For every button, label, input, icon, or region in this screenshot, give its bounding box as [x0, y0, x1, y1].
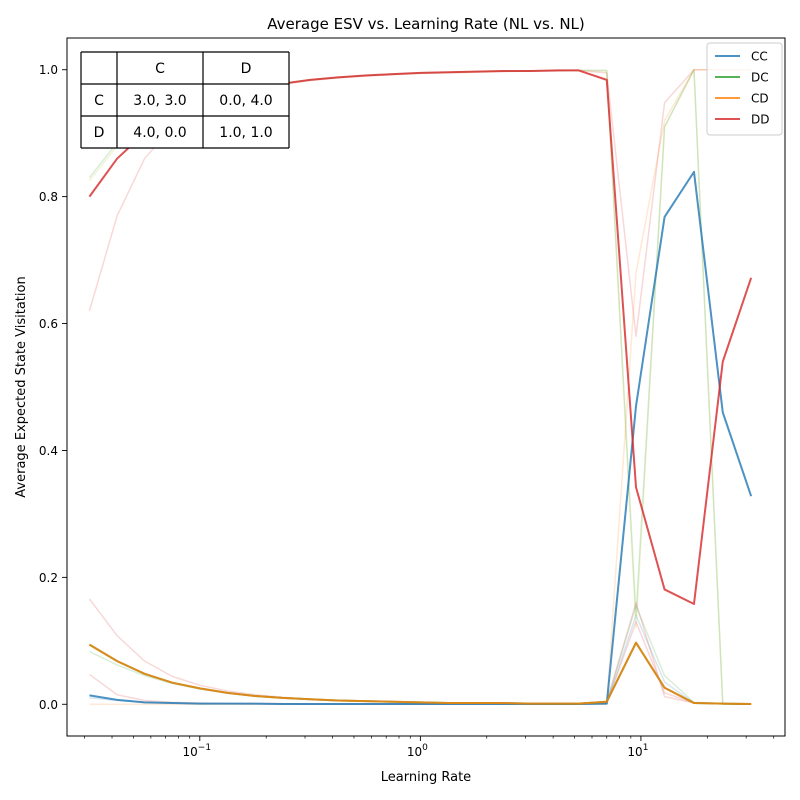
legend-box [706, 42, 783, 136]
x-tick-label: 100 [407, 743, 428, 759]
legend: CC DC CD DD [706, 42, 783, 136]
legend-label: DD [751, 113, 769, 127]
y-tick-label: 0.6 [39, 317, 58, 331]
y-axis-label: Average Expected State Visitation [14, 276, 29, 497]
y-tick-label: 0.2 [39, 571, 58, 585]
y-tick-label: 0.4 [39, 444, 58, 458]
legend-label: DC [751, 71, 769, 85]
legend-label: CD [751, 92, 769, 106]
table-cell: 0.0, 4.0 [219, 93, 272, 109]
table-col-header: C [155, 61, 165, 77]
x-tick-label: 10−1 [183, 743, 212, 759]
axes: 10−1 100 101 0.0 0.2 0.4 0.6 0.8 1.0 [39, 63, 775, 759]
table-row-header: C [94, 93, 104, 109]
table-cell: 3.0, 3.0 [133, 93, 186, 109]
table-background [81, 52, 289, 148]
series-line-cd [88, 641, 752, 705]
table-cell: 4.0, 0.0 [133, 125, 186, 141]
legend-label: CC [751, 50, 768, 64]
table-row-header: D [94, 125, 105, 141]
table-col-header: D [241, 61, 252, 77]
y-tick-label: 0.0 [39, 698, 58, 712]
plot-frame [66, 37, 786, 737]
y-tick-label: 1.0 [39, 63, 58, 77]
series-lines [88, 69, 753, 705]
y-tick-label: 0.8 [39, 190, 58, 204]
x-tick-label: 101 [627, 743, 648, 759]
series-line-cc [89, 170, 753, 705]
x-axis-label: Learning Rate [381, 770, 471, 785]
payoff-table: C DC 3.0, 3.0 0.0, 4.0D 4.0, 0.0 1.0, 1.0 [80, 51, 290, 149]
chart-title: Average ESV vs. Learning Rate (NL vs. NL… [267, 15, 585, 33]
table-cell: 1.0, 1.0 [219, 125, 272, 141]
